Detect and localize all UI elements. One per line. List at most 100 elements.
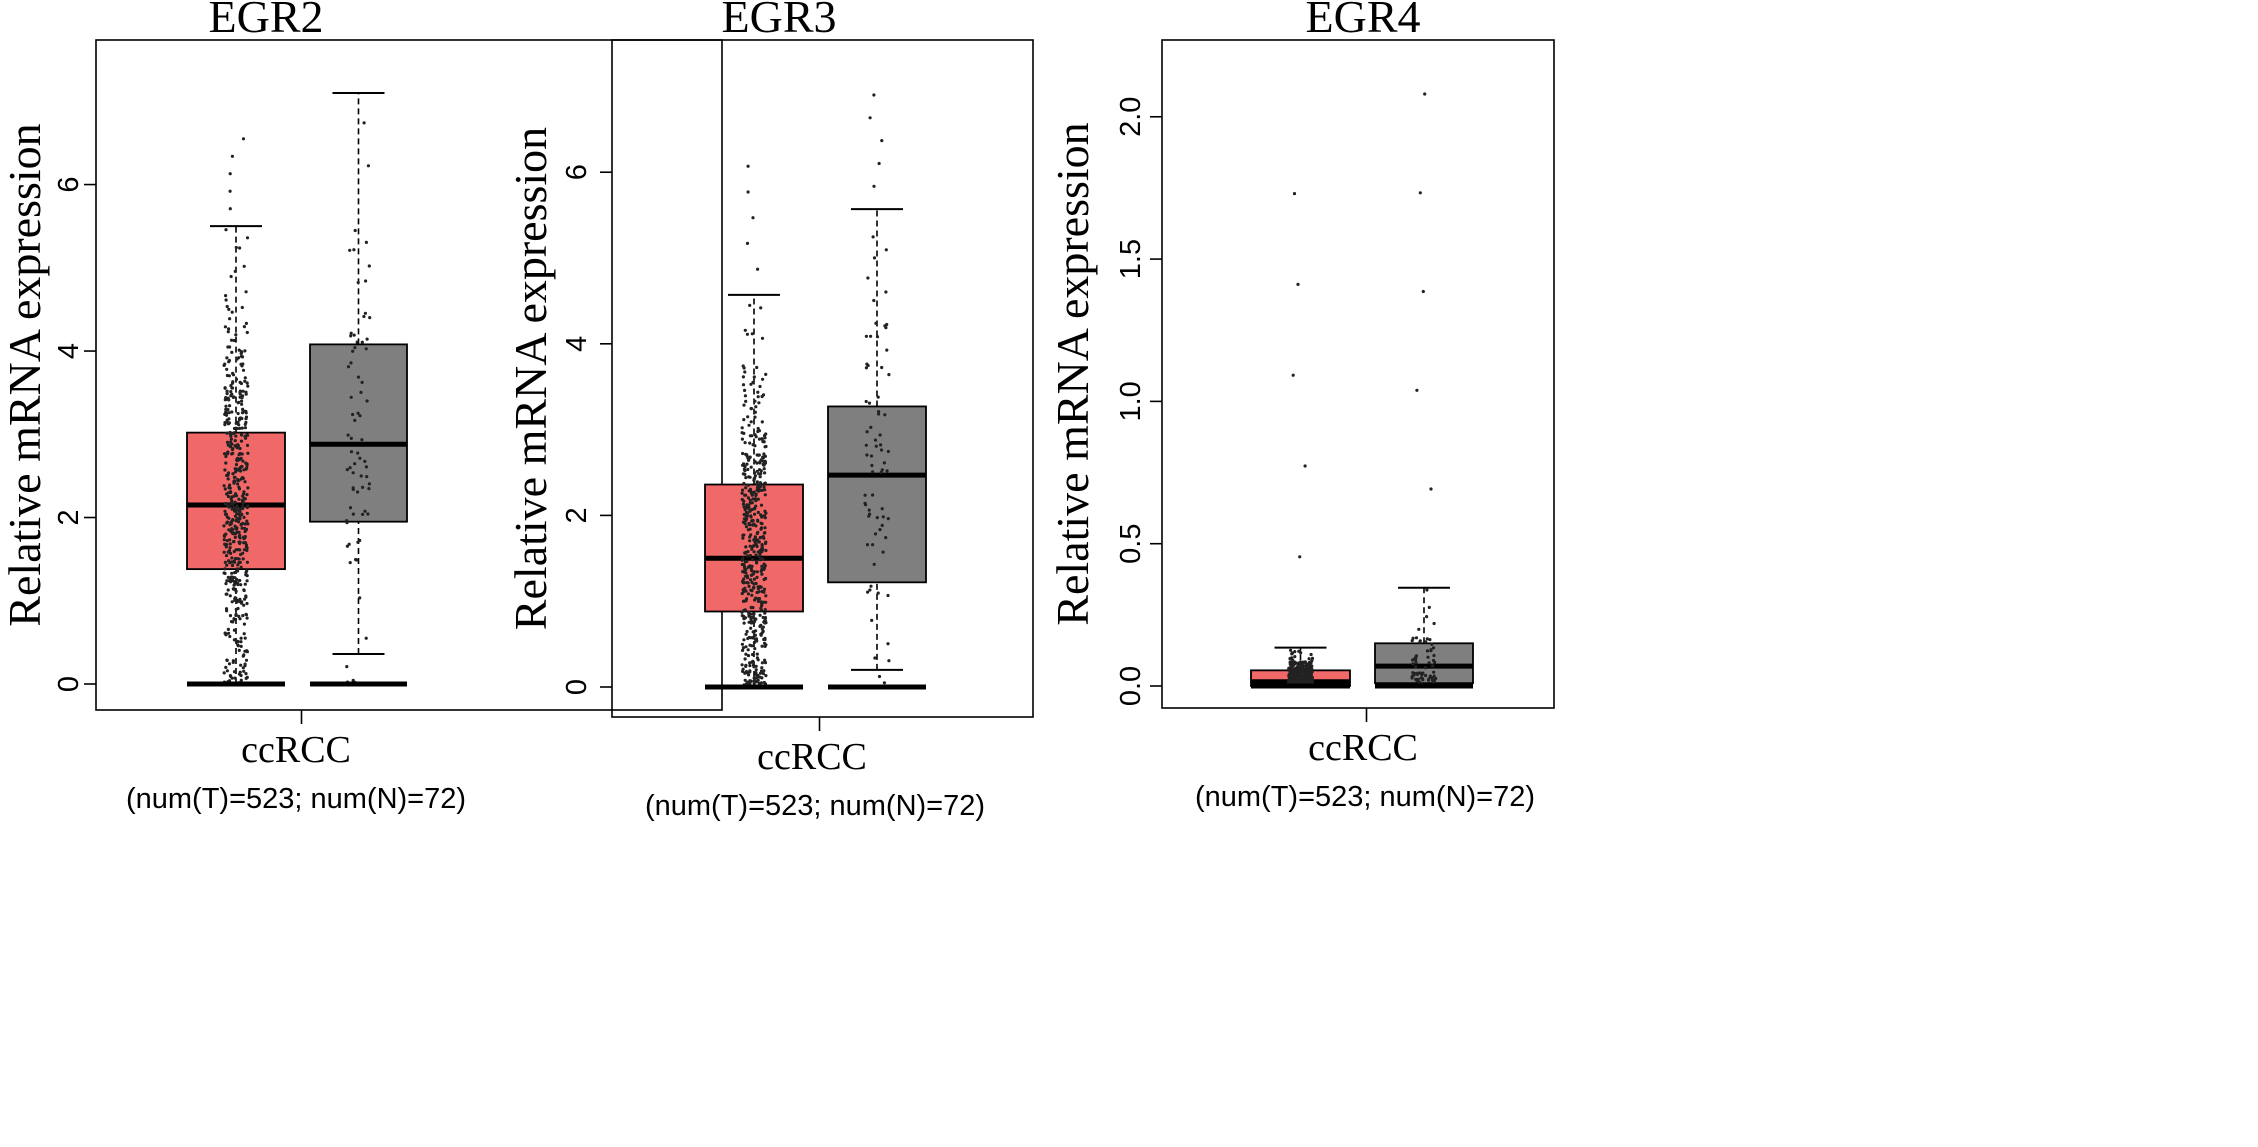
sample-point bbox=[869, 334, 873, 338]
sample-point bbox=[1310, 659, 1314, 663]
outlier-point bbox=[241, 137, 246, 141]
sample-point bbox=[228, 523, 232, 527]
sample-point bbox=[752, 478, 756, 482]
sample-point bbox=[756, 597, 760, 601]
sample-point bbox=[749, 605, 753, 610]
sample-point bbox=[1432, 670, 1436, 674]
y-tick-label: 2 bbox=[53, 509, 85, 525]
sample-point bbox=[367, 482, 371, 486]
sample-point bbox=[1432, 646, 1436, 650]
sample-point bbox=[1304, 668, 1308, 672]
sample-point bbox=[883, 324, 887, 328]
sample-point bbox=[228, 444, 232, 448]
sample-point bbox=[229, 437, 233, 441]
sample-point bbox=[878, 433, 882, 437]
sample-point bbox=[745, 681, 749, 686]
outlier-point bbox=[1292, 192, 1297, 196]
outlier-point bbox=[756, 267, 760, 271]
sample-point bbox=[746, 496, 751, 500]
sample-point bbox=[745, 462, 749, 466]
sample-point bbox=[364, 279, 368, 283]
sample-point bbox=[746, 415, 750, 419]
sample-point bbox=[364, 347, 368, 351]
sample-point bbox=[241, 459, 245, 463]
outlier-point bbox=[228, 189, 232, 193]
sample-point bbox=[244, 528, 248, 532]
sample-point bbox=[762, 485, 766, 489]
sample-point bbox=[364, 240, 368, 244]
sample-point bbox=[228, 614, 233, 618]
sample-point bbox=[1413, 656, 1417, 661]
sample-point bbox=[748, 669, 752, 673]
sample-point bbox=[244, 417, 248, 421]
sample-point bbox=[346, 365, 351, 369]
sample-point bbox=[744, 486, 748, 490]
sample-point bbox=[754, 668, 758, 672]
sample-point bbox=[744, 632, 748, 636]
sample-point bbox=[762, 577, 766, 582]
sample-point bbox=[230, 556, 234, 560]
sample-point bbox=[363, 509, 367, 513]
sample-point bbox=[235, 504, 239, 508]
sample-point bbox=[1433, 660, 1437, 664]
sample-point bbox=[755, 365, 759, 370]
sample-point bbox=[232, 505, 236, 510]
sample-point bbox=[749, 489, 753, 493]
sample-point bbox=[742, 533, 746, 537]
sample-point bbox=[743, 505, 747, 509]
sample-point bbox=[228, 634, 232, 639]
sample-point bbox=[225, 539, 229, 543]
sample-point bbox=[358, 414, 362, 418]
sample-point bbox=[751, 663, 756, 667]
sample-point bbox=[871, 470, 875, 474]
sample-point bbox=[231, 472, 235, 476]
sample-point bbox=[1414, 636, 1419, 640]
sample-point bbox=[864, 399, 868, 404]
sample-point bbox=[242, 632, 246, 636]
sample-point bbox=[232, 583, 236, 587]
sample-point bbox=[743, 508, 747, 512]
sample-point bbox=[225, 658, 229, 662]
sample-point bbox=[752, 522, 756, 526]
sample-point bbox=[243, 434, 247, 438]
sample-point bbox=[762, 440, 766, 444]
sample-point bbox=[241, 501, 245, 505]
sample-point bbox=[746, 654, 751, 658]
sample-point bbox=[233, 470, 238, 474]
outlier-point bbox=[1415, 388, 1419, 392]
sample-point bbox=[246, 433, 250, 437]
outlier-point bbox=[1296, 282, 1300, 286]
sample-point bbox=[225, 392, 229, 396]
sample-point bbox=[237, 348, 241, 352]
sample-point bbox=[240, 364, 244, 368]
sample-point bbox=[242, 264, 246, 268]
sample-point bbox=[224, 407, 228, 412]
sample-point bbox=[237, 508, 241, 512]
sample-point bbox=[237, 423, 241, 427]
sample-point bbox=[238, 578, 242, 583]
sample-point bbox=[359, 474, 363, 478]
sample-point bbox=[240, 498, 244, 502]
sample-point bbox=[864, 443, 868, 447]
sample-point bbox=[239, 469, 243, 473]
y-tick-label: 6 bbox=[53, 176, 85, 192]
sample-point bbox=[747, 614, 751, 618]
sample-point bbox=[1411, 636, 1415, 640]
outlier-point bbox=[877, 161, 881, 166]
sample-point bbox=[763, 644, 767, 649]
sample-point bbox=[228, 561, 232, 565]
sample-point bbox=[233, 479, 237, 484]
sample-point bbox=[234, 434, 238, 438]
sample-point bbox=[881, 515, 885, 519]
box-normal bbox=[1374, 642, 1474, 685]
sample-point bbox=[232, 395, 236, 399]
sample-point bbox=[1294, 670, 1298, 674]
sample-point bbox=[749, 406, 754, 411]
sample-point bbox=[764, 511, 768, 515]
sample-point bbox=[353, 346, 357, 350]
sample-point bbox=[759, 535, 763, 540]
sample-point bbox=[867, 508, 871, 512]
sample-point bbox=[762, 536, 766, 540]
sample-point bbox=[763, 493, 767, 497]
